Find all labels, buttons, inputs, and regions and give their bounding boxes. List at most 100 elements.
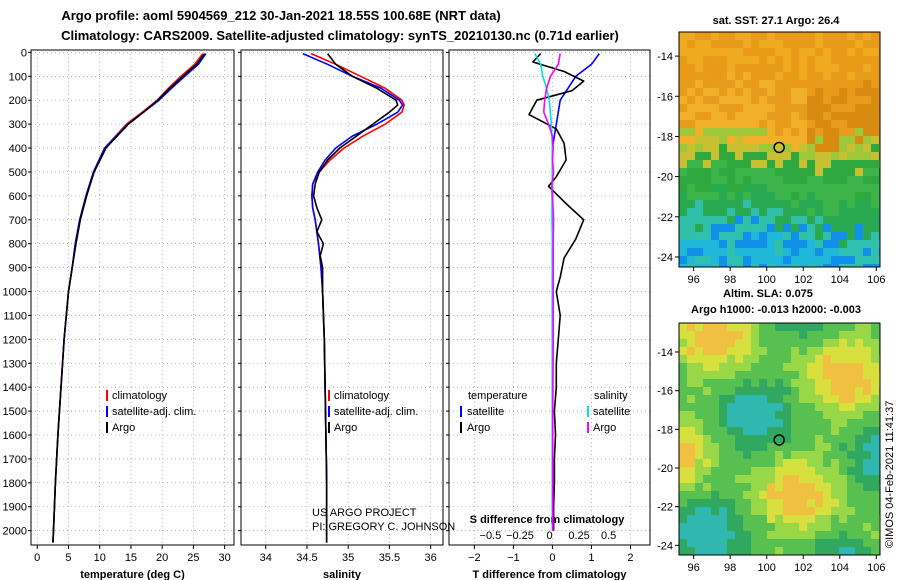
map-cell [863,363,871,371]
map-cell [863,104,871,112]
map-cell [855,80,863,88]
map-cell [807,539,815,547]
map-cell [743,176,751,184]
map-cell [759,419,767,427]
map-cell [855,88,863,96]
map-cell [775,395,783,403]
map-cell [855,483,863,491]
map-cell [855,515,863,523]
map-cell [871,208,879,216]
map-cell [743,248,751,256]
map-cell [679,248,687,256]
map-cell [823,515,831,523]
map-cell [823,200,831,208]
map-cell [751,264,759,267]
map-cell [871,56,879,64]
map-cell [767,88,775,96]
map-cell [695,339,703,347]
map-cell [775,104,783,112]
map-cell [711,507,719,515]
map-cell [871,248,879,256]
map-cell [719,200,727,208]
map-cell [679,419,687,427]
map-cell [711,355,719,363]
map-cell [871,64,879,72]
map-cell [863,56,871,64]
map-cell [823,323,831,331]
map-cell [703,104,711,112]
legend-temperature-title: temperature [468,390,527,402]
map-cell [863,515,871,523]
map-cell [703,403,711,411]
map-cell [751,192,759,200]
x-axis-label: salinity [323,569,362,580]
map-cell [799,443,807,451]
map-cell [847,224,855,232]
map-cell [815,112,823,120]
map-cell [823,136,831,144]
map-cell [799,264,807,267]
map-cell [847,88,855,96]
map-cell [855,224,863,232]
map-cell [815,419,823,427]
map-cell [735,507,743,515]
map-cell [847,475,855,483]
map-cell [767,144,775,152]
map-cell [847,248,855,256]
map-cell [863,355,871,363]
map-cell [839,48,847,56]
map-cell [831,507,839,515]
map-cell [743,160,751,168]
map-cell [799,168,807,176]
map-cell [759,467,767,475]
map-cell [863,80,871,88]
map-cell [735,475,743,483]
map-cell [767,208,775,216]
map-cell [823,331,831,339]
map-cell [863,240,871,248]
map-cell [847,395,855,403]
plot-frame [30,49,235,546]
map-cell [791,192,799,200]
map-cell [775,355,783,363]
map-cell [727,88,735,96]
map-y-tick-label: -20 [657,172,673,184]
map-cell [759,459,767,467]
map-cell [687,240,695,248]
map-cell [839,395,847,403]
map-cell [695,427,703,435]
map-cell [735,491,743,499]
map-cell [791,547,799,555]
map-cell [815,96,823,104]
map-cell [871,427,879,435]
map-cell [679,72,687,80]
map-cell [751,371,759,379]
map-cell [831,395,839,403]
map-cell [799,411,807,419]
map-cell [687,40,695,48]
map-cell [775,331,783,339]
map-cell [791,32,799,40]
legend-salinity-title: salinity [594,390,628,402]
map-cell [823,184,831,192]
map-cell [767,419,775,427]
map-cell [703,507,711,515]
map-cell [751,160,759,168]
map-cell [687,331,695,339]
map-cell [775,507,783,515]
map-cell [791,411,799,419]
map-cell [719,491,727,499]
map-cell [759,523,767,531]
map-cell [839,331,847,339]
map-cell [703,411,711,419]
map-cell [695,411,703,419]
map-cell [687,136,695,144]
map-cell [783,72,791,80]
map-cell [727,160,735,168]
map-cell [855,507,863,515]
map-cell [759,475,767,483]
map-cell [719,347,727,355]
map-cell [847,427,855,435]
map-cell [767,427,775,435]
map-cell [815,395,823,403]
